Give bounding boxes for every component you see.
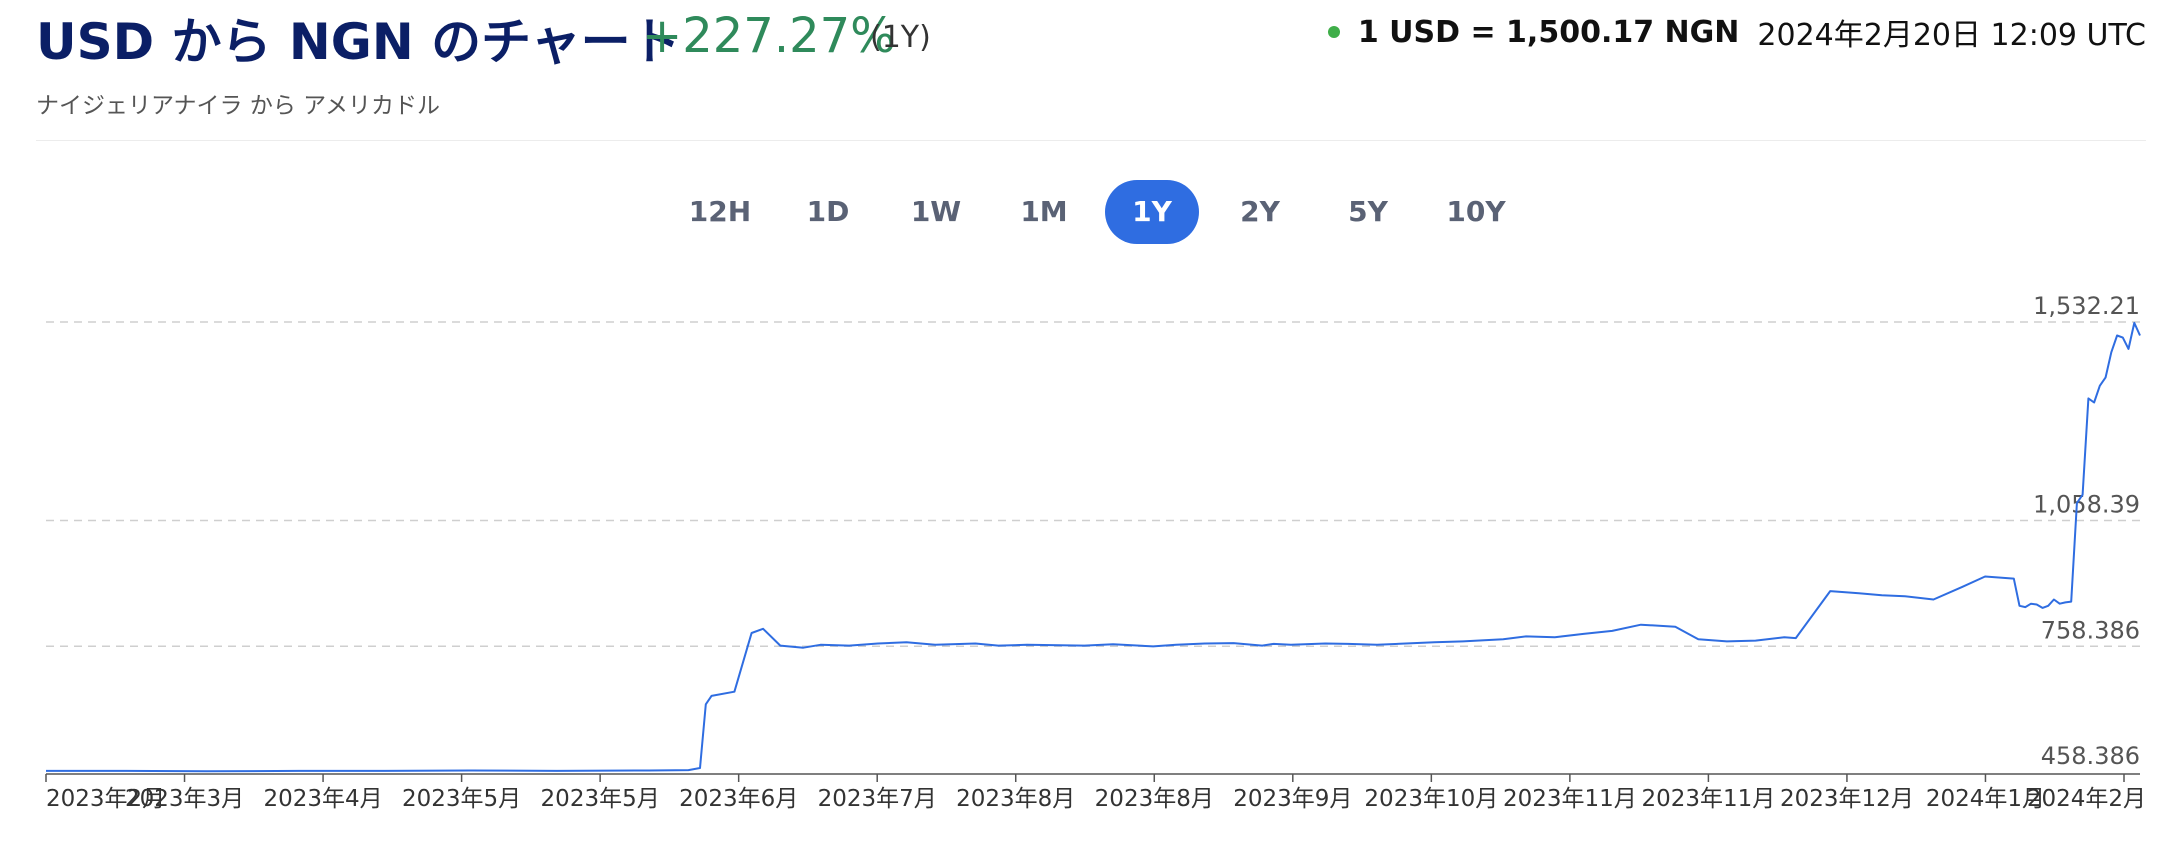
header: USD から NGN のチャート +227.27% (1Y) 1 USD = 1… <box>0 0 2168 150</box>
page-subtitle: ナイジェリアナイラ から アメリカドル <box>36 93 441 119</box>
rate-display: 1 USD = 1,500.17 NGN 2024年2月20日 12:09 UT… <box>1327 10 2146 54</box>
x-tick-label: 2023年2月 <box>46 786 165 812</box>
tab-1m[interactable]: 1M <box>1020 195 1068 228</box>
x-tick-label: 2023年9月 <box>1233 786 1352 812</box>
tab-1w[interactable]: 1W <box>910 195 962 228</box>
tab-1y[interactable]: 1Y <box>1105 180 1199 244</box>
x-tick-label: 2023年4月 <box>263 786 382 812</box>
x-tick-label: 2023年8月 <box>1095 786 1214 812</box>
y-tick-label: 458.386 <box>2041 742 2140 770</box>
x-tick-label: 2023年6月 <box>679 786 798 812</box>
y-tick-label: 758.386 <box>2041 616 2140 644</box>
tab-10y[interactable]: 10Y <box>1446 195 1506 228</box>
exchange-rate: 1 USD = 1,500.17 NGN <box>1357 14 1740 50</box>
range-tabs: 12H 1D 1W 1M 1Y 2Y 5Y 10Y <box>666 180 1530 244</box>
divider <box>36 140 2146 141</box>
page-title: USD から NGN のチャート <box>36 13 681 71</box>
percent-change: +227.27% <box>642 8 896 64</box>
tab-2y[interactable]: 2Y <box>1240 195 1280 228</box>
timestamp: 2024年2月20日 12:09 UTC <box>1757 18 2146 53</box>
x-tick-label: 2023年7月 <box>818 786 937 812</box>
x-tick-label: 2024年1月 <box>1926 786 2045 812</box>
y-tick-label: 1,058.39 <box>2033 491 2140 519</box>
x-tick-label: 2023年3月 <box>125 786 244 812</box>
tab-5y[interactable]: 5Y <box>1348 195 1388 228</box>
x-tick-label: 2023年12月 <box>1780 786 1914 812</box>
x-tick-label: 2023年5月 <box>402 786 521 812</box>
status-dot-icon <box>1327 26 1340 38</box>
x-tick-label: 2023年10月 <box>1364 786 1498 812</box>
x-tick-label: 2023年11月 <box>1503 786 1637 812</box>
x-tick-label: 2023年8月 <box>956 786 1075 812</box>
x-tick-label: 2023年5月 <box>541 786 660 812</box>
tab-1d[interactable]: 1D <box>806 195 850 228</box>
y-tick-label: 1,532.21 <box>2033 292 2140 320</box>
period-label: (1Y) <box>870 20 931 55</box>
tab-12h[interactable]: 12H <box>688 195 752 228</box>
x-tick-label: 2024年2月 <box>2027 786 2146 812</box>
x-tick-label: 2023年11月 <box>1641 786 1775 812</box>
series-line <box>46 321 2141 773</box>
